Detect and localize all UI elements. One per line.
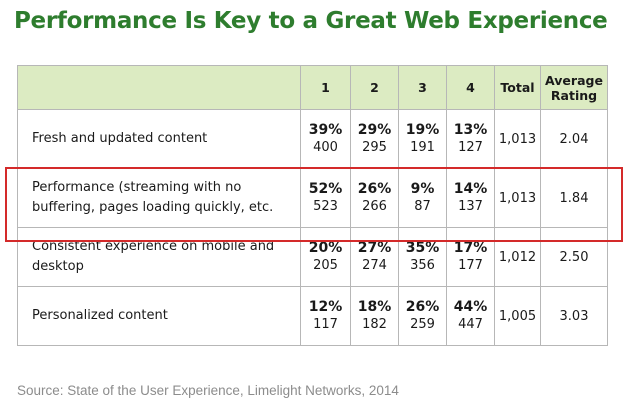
percent-value: 29% bbox=[357, 122, 392, 138]
total-cell: 1,013 bbox=[494, 109, 541, 169]
rating-4-cell: 17% 177 bbox=[446, 227, 495, 287]
total-cell: 1,005 bbox=[494, 286, 541, 346]
header-total: Total bbox=[494, 65, 541, 110]
rating-2-cell: 26% 266 bbox=[350, 168, 399, 228]
percent-value: 17% bbox=[453, 240, 488, 256]
chart-title: Performance Is Key to a Great Web Experi… bbox=[14, 8, 608, 34]
count-value: 117 bbox=[313, 317, 338, 332]
percent-value: 52% bbox=[308, 181, 343, 197]
average-rating-cell: 2.50 bbox=[540, 227, 608, 287]
rating-2-cell: 18% 182 bbox=[350, 286, 399, 346]
row-label: Performance (streaming with no buffering… bbox=[17, 168, 301, 228]
rating-2-cell: 27% 274 bbox=[350, 227, 399, 287]
count-value: 447 bbox=[458, 317, 483, 332]
percent-value: 27% bbox=[357, 240, 392, 256]
percent-value: 20% bbox=[308, 240, 343, 256]
rating-3-cell: 26% 259 bbox=[398, 286, 447, 346]
percent-value: 39% bbox=[308, 122, 343, 138]
count-value: 87 bbox=[414, 199, 431, 214]
source-note: Source: State of the User Experience, Li… bbox=[17, 383, 399, 398]
rating-4-cell: 14% 137 bbox=[446, 168, 495, 228]
count-value: 259 bbox=[410, 317, 435, 332]
percent-value: 13% bbox=[453, 122, 488, 138]
rating-4-cell: 13% 127 bbox=[446, 109, 495, 169]
percent-value: 26% bbox=[405, 299, 440, 315]
rating-1-cell: 52% 523 bbox=[300, 168, 351, 228]
header-rating-1: 1 bbox=[300, 65, 351, 110]
count-value: 266 bbox=[362, 199, 387, 214]
table-row: Fresh and updated content 39% 400 29% 295 19%… bbox=[17, 109, 608, 169]
rating-3-cell: 9% 87 bbox=[398, 168, 447, 228]
percent-value: 18% bbox=[357, 299, 392, 315]
count-value: 205 bbox=[313, 258, 338, 273]
count-value: 523 bbox=[313, 199, 338, 214]
count-value: 400 bbox=[313, 140, 338, 155]
total-cell: 1,012 bbox=[494, 227, 541, 287]
count-value: 274 bbox=[362, 258, 387, 273]
table-row: Performance (streaming with no buffering… bbox=[17, 168, 608, 228]
header-rating-3: 3 bbox=[398, 65, 447, 110]
count-value: 191 bbox=[410, 140, 435, 155]
average-rating-cell: 3.03 bbox=[540, 286, 608, 346]
header-label bbox=[17, 65, 301, 110]
header-row: 1 2 3 4 Total Average Rating bbox=[17, 65, 608, 110]
row-label: Personalized content bbox=[17, 286, 301, 346]
table-row: Personalized content 12% 117 18% 182 26% 259 44… bbox=[17, 286, 608, 346]
percent-value: 9% bbox=[410, 181, 435, 197]
count-value: 137 bbox=[458, 199, 483, 214]
row-label: Consistent experience on mobile and desk… bbox=[17, 227, 301, 287]
rating-3-cell: 19% 191 bbox=[398, 109, 447, 169]
count-value: 295 bbox=[362, 140, 387, 155]
table-row: Consistent experience on mobile and desk… bbox=[17, 227, 608, 287]
average-rating-cell: 1.84 bbox=[540, 168, 608, 228]
header-rating-4: 4 bbox=[446, 65, 495, 110]
rating-3-cell: 35% 356 bbox=[398, 227, 447, 287]
percent-value: 14% bbox=[453, 181, 488, 197]
count-value: 177 bbox=[458, 258, 483, 273]
ratings-table: 1 2 3 4 Total Average Rating Fresh and u… bbox=[17, 65, 608, 346]
percent-value: 26% bbox=[357, 181, 392, 197]
percent-value: 19% bbox=[405, 122, 440, 138]
header-average-rating: Average Rating bbox=[540, 65, 608, 110]
percent-value: 12% bbox=[308, 299, 343, 315]
header-rating-2: 2 bbox=[350, 65, 399, 110]
rating-4-cell: 44% 447 bbox=[446, 286, 495, 346]
total-cell: 1,013 bbox=[494, 168, 541, 228]
rating-1-cell: 12% 117 bbox=[300, 286, 351, 346]
rating-2-cell: 29% 295 bbox=[350, 109, 399, 169]
percent-value: 44% bbox=[453, 299, 488, 315]
count-value: 182 bbox=[362, 317, 387, 332]
rating-1-cell: 20% 205 bbox=[300, 227, 351, 287]
percent-value: 35% bbox=[405, 240, 440, 256]
count-value: 356 bbox=[410, 258, 435, 273]
row-label: Fresh and updated content bbox=[17, 109, 301, 169]
rating-1-cell: 39% 400 bbox=[300, 109, 351, 169]
count-value: 127 bbox=[458, 140, 483, 155]
average-rating-cell: 2.04 bbox=[540, 109, 608, 169]
